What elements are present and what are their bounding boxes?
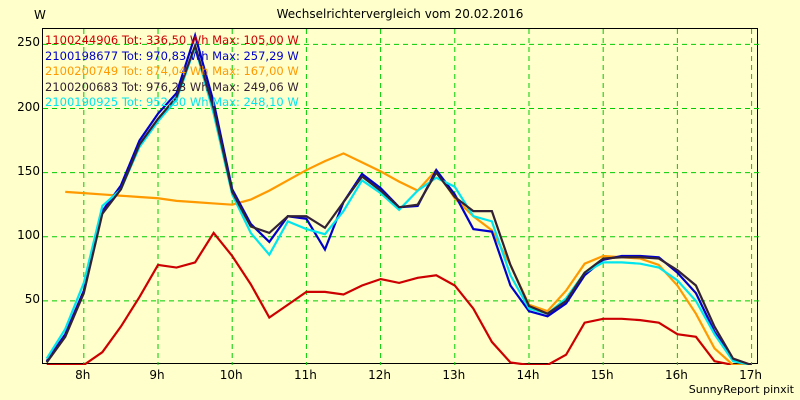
x-tick-14h: 14h <box>516 368 540 382</box>
y-tick-100: 100 <box>17 227 40 242</box>
x-tick-8h: 8h <box>75 368 91 382</box>
x-tick-13h: 13h <box>442 368 466 382</box>
y-tick-250: 250 <box>17 35 40 50</box>
x-tick-11h: 11h <box>293 368 317 382</box>
x-tick-12h: 12h <box>368 368 392 382</box>
x-tick-17h: 17h <box>739 368 763 382</box>
x-tick-10h: 10h <box>219 368 243 382</box>
x-tick-16h: 16h <box>664 368 688 382</box>
x-tick-15h: 15h <box>590 368 614 382</box>
series-line-2100200749 <box>65 152 752 365</box>
series-line-2100200683 <box>45 42 752 365</box>
y-axis-unit-label: W <box>34 8 46 22</box>
y-tick-200: 200 <box>17 99 40 114</box>
watermark-label: SunnyReport pinxit <box>688 383 794 396</box>
plot-area <box>42 28 759 365</box>
series-line-1100244906 <box>46 231 752 365</box>
y-axis-ticks: 50 100 150 200 250 <box>0 0 40 400</box>
series-line-2100190925 <box>45 43 752 365</box>
y-tick-150: 150 <box>17 163 40 178</box>
chart-canvas <box>43 29 759 365</box>
x-tick-9h: 9h <box>149 368 165 382</box>
y-tick-50: 50 <box>24 291 40 306</box>
page-title: Wechselrichtervergleich vom 20.02.2016 <box>276 7 524 21</box>
series-line-2100198677 <box>45 31 752 365</box>
